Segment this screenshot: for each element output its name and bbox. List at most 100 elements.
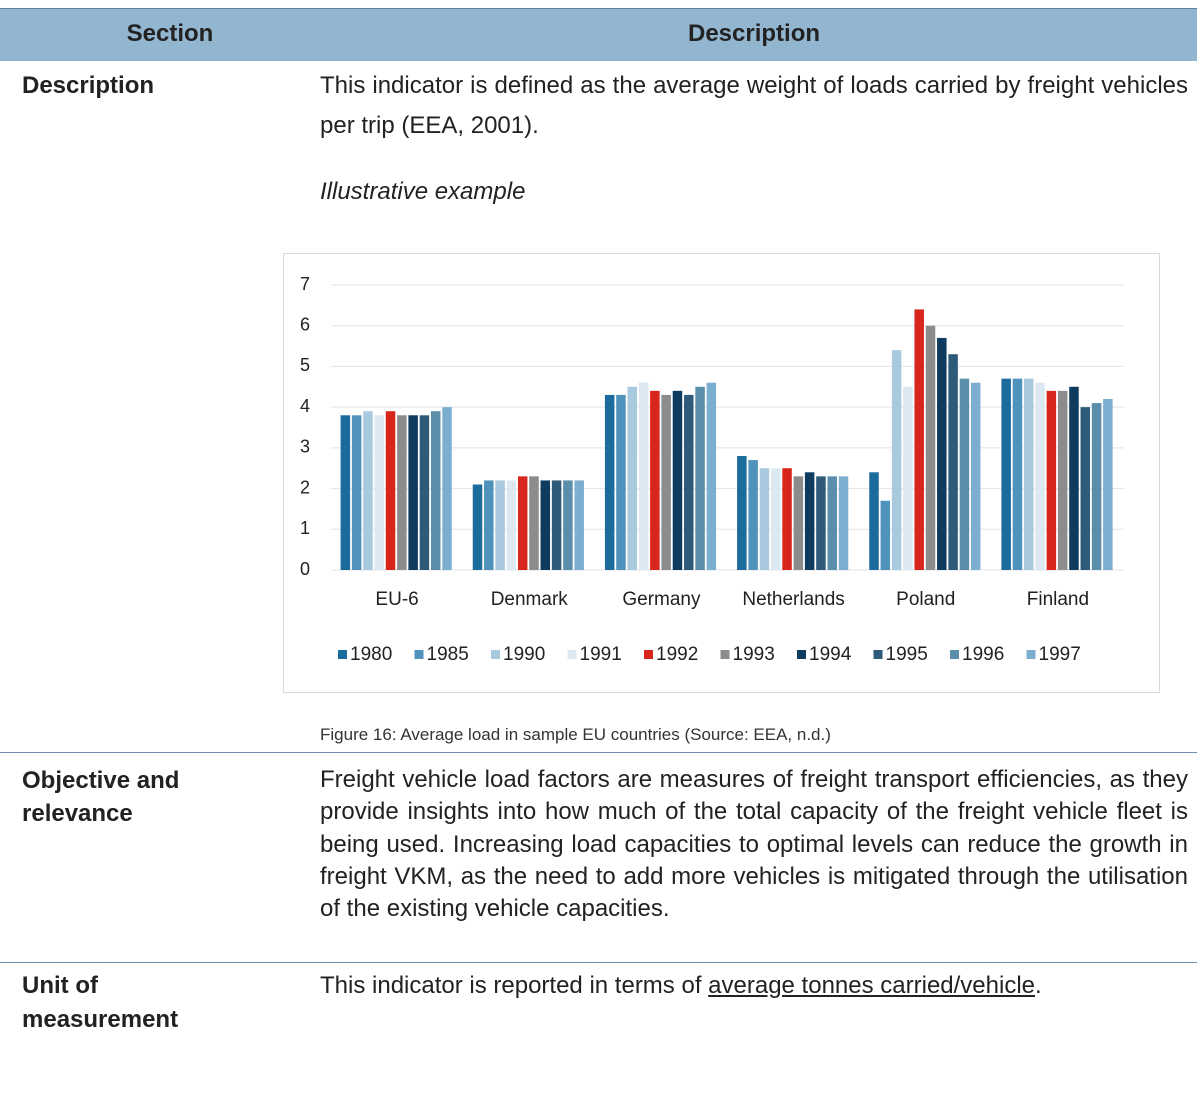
section-label: Unit of measurement: [22, 972, 179, 1033]
bar: [1046, 390, 1057, 570]
header-cell: Section: [126, 20, 214, 47]
bar: [397, 415, 407, 570]
figure-caption: Figure 16: Average load in sample EU cou…: [320, 725, 831, 744]
legend-swatch: [950, 650, 959, 659]
bar: [672, 390, 683, 570]
unit-text: This indicator is reported in terms of a…: [320, 969, 1188, 1003]
y-tick-label: 3: [300, 437, 310, 457]
bar: [782, 468, 792, 570]
bar: [1103, 399, 1113, 570]
bar: [804, 472, 815, 570]
bar: [650, 390, 660, 570]
bar: [616, 394, 626, 570]
bar: [1012, 378, 1023, 570]
bar: [604, 394, 615, 570]
bar: [959, 378, 970, 570]
bar: [1035, 382, 1045, 570]
bar: [1069, 386, 1079, 570]
bar: [363, 411, 373, 570]
row-divider: [0, 752, 1197, 753]
bar: [385, 411, 396, 570]
y-tick-label: 7: [300, 274, 310, 294]
row-divider: [0, 962, 1197, 963]
legend-label: 1991: [580, 644, 622, 665]
bar: [759, 468, 770, 570]
bar: [706, 382, 717, 570]
bar: [737, 456, 747, 570]
bar: [351, 415, 362, 570]
bar: [574, 480, 584, 570]
y-tick-label: 6: [300, 314, 310, 334]
section-label: Description: [22, 72, 155, 99]
bar: [793, 476, 804, 570]
bar: [408, 415, 418, 570]
y-tick-label: 5: [300, 355, 310, 375]
table-header: [0, 8, 1197, 61]
bar: [495, 480, 505, 570]
bar: [770, 468, 781, 570]
bar: [627, 386, 638, 570]
bar: [695, 386, 705, 570]
legend-label: 1992: [656, 644, 698, 665]
text: .: [1035, 972, 1042, 999]
bar: [914, 309, 924, 570]
legend-label: 1996: [962, 644, 1004, 665]
legend-label: 1980: [350, 644, 392, 665]
bar: [903, 386, 913, 570]
header-cell: Description: [687, 20, 821, 47]
bar: [419, 415, 430, 570]
bar: [529, 476, 539, 570]
bar: [472, 484, 483, 570]
x-tick-label: Netherlands: [742, 589, 844, 610]
bar: [816, 476, 826, 570]
text: This indicator is reported in terms of: [320, 972, 709, 999]
bar: [661, 394, 671, 570]
x-tick-label: Germany: [622, 589, 701, 610]
bar: [891, 350, 902, 570]
bar: [551, 480, 562, 570]
bar: [827, 476, 837, 570]
bar: [1057, 390, 1068, 570]
bar: [748, 460, 758, 570]
legend-swatch: [338, 650, 347, 659]
legend-swatch: [567, 650, 577, 659]
bar: [374, 415, 384, 570]
underlined-text: average tonnes carried/vehicle: [708, 972, 1036, 999]
bar: [1024, 378, 1034, 570]
bar: [925, 325, 936, 570]
chart: 0 1 2 3 4 5 6 7 EU-6 Denmark Germany Netherlands Pol…: [283, 253, 1160, 693]
legend-label: 1995: [886, 644, 928, 665]
x-tick-label: EU-6: [375, 589, 418, 610]
bar: [430, 411, 441, 570]
bar: [1001, 378, 1011, 570]
legend-label: 1997: [1039, 644, 1081, 665]
bar: [442, 407, 452, 570]
legend-label: 1985: [427, 644, 469, 665]
legend-swatch: [644, 650, 653, 659]
bar: [684, 394, 694, 570]
bar: [506, 480, 517, 570]
bar: [869, 472, 879, 570]
legend-swatch: [414, 650, 424, 659]
legend-swatch: [491, 650, 500, 659]
bar: [563, 480, 573, 570]
x-tick-label: Poland: [896, 589, 955, 610]
legend-swatch: [797, 650, 806, 659]
bar: [1091, 403, 1102, 570]
bar: [340, 415, 351, 570]
legend-swatch: [1026, 650, 1036, 659]
bar: [484, 480, 494, 570]
x-tick-label: Denmark: [491, 589, 569, 610]
bar: [880, 500, 891, 570]
section-label: Objective and relevance: [22, 767, 180, 827]
bar: [1080, 407, 1091, 570]
legend-label: 1994: [809, 644, 852, 665]
description-text: This indicator is defined as the average…: [320, 72, 1188, 139]
y-tick-label: 4: [300, 396, 310, 416]
legend-label: 1990: [503, 644, 545, 665]
legend-swatch: [720, 650, 730, 659]
bar: [948, 354, 958, 570]
bar: [540, 480, 551, 570]
bar: [638, 382, 649, 570]
bar: [937, 337, 947, 570]
